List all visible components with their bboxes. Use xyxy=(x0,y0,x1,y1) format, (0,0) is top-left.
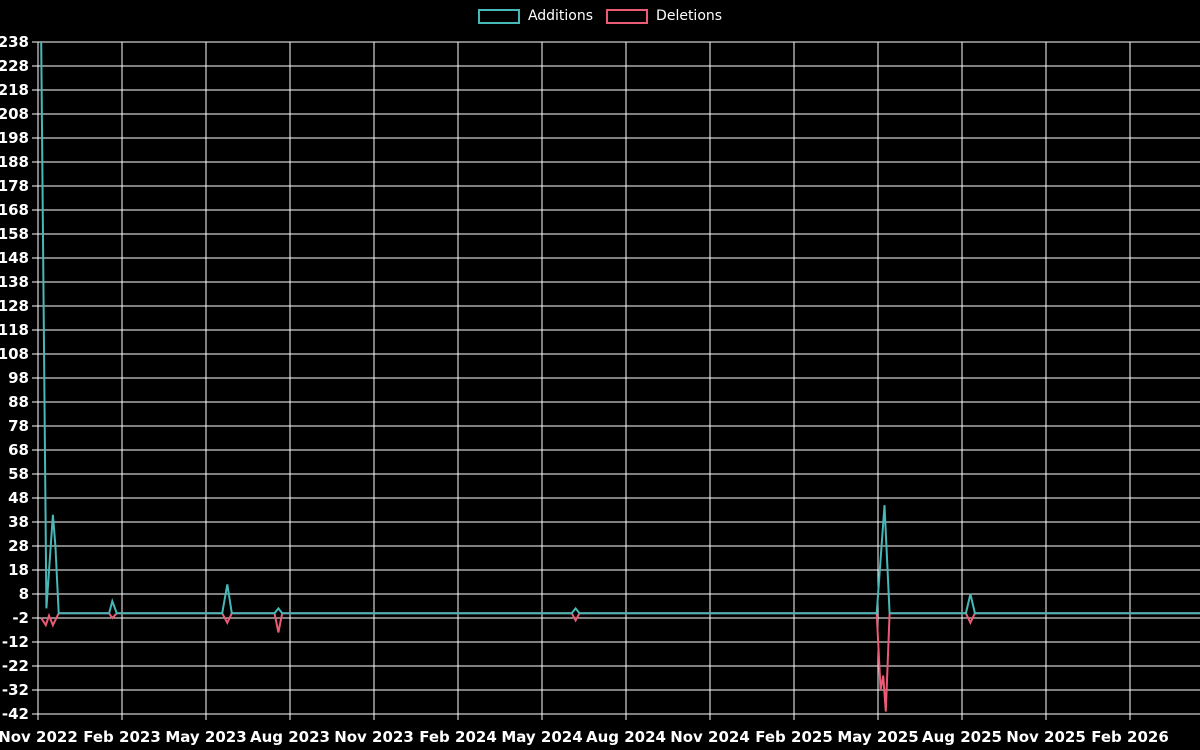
x-axis-tick-label: Aug 2025 xyxy=(922,728,1002,746)
y-axis-tick-label: 198 xyxy=(0,129,29,147)
y-axis-tick-label: 188 xyxy=(0,153,29,171)
x-axis-tick-label: May 2023 xyxy=(165,728,246,746)
x-axis-tick-label: Nov 2025 xyxy=(1006,728,1086,746)
y-axis-tick-label: 98 xyxy=(8,369,29,387)
legend-label-deletions: Deletions xyxy=(656,8,723,24)
legend-item-deletions: Deletions xyxy=(606,7,722,25)
y-axis-tick-label: -12 xyxy=(2,633,29,651)
x-axis-tick-label: Aug 2024 xyxy=(586,728,666,746)
y-axis-tick-label: 118 xyxy=(0,321,29,339)
y-axis-tick-label: -32 xyxy=(2,681,29,699)
y-axis-tick-label: 238 xyxy=(0,33,29,51)
deletions-swatch-icon xyxy=(606,8,649,24)
y-axis-tick-label: 68 xyxy=(8,441,29,459)
x-axis-tick-label: Nov 2023 xyxy=(334,728,414,746)
y-axis-tick-label: 228 xyxy=(0,57,29,75)
series-line-deletions xyxy=(40,612,1200,712)
legend-label-additions: Additions xyxy=(527,8,594,24)
x-axis-tick-label: Feb 2025 xyxy=(755,728,833,746)
x-axis-tick-label: Feb 2026 xyxy=(1091,728,1169,746)
y-axis-tick-label: 178 xyxy=(0,177,29,195)
y-axis-tick-label: 38 xyxy=(8,513,29,531)
x-axis-tick-label: May 2024 xyxy=(501,728,582,746)
y-axis-tick-label: 208 xyxy=(0,105,29,123)
y-axis-tick-label: 218 xyxy=(0,81,29,99)
legend-item-additions: Additions xyxy=(477,7,594,25)
y-axis-tick-label: 28 xyxy=(8,537,29,555)
y-axis-tick-label: 48 xyxy=(8,489,29,507)
x-axis-tick-label: Nov 2022 xyxy=(0,728,78,746)
y-axis-tick-label: -22 xyxy=(2,657,29,675)
y-axis-tick-label: 168 xyxy=(0,201,29,219)
y-axis-tick-label: 18 xyxy=(8,561,29,579)
y-axis-tick-label: 108 xyxy=(0,345,29,363)
chart-legend: Additions Deletions xyxy=(0,7,1200,25)
additions-swatch-icon xyxy=(477,8,520,24)
x-axis-tick-label: Feb 2023 xyxy=(83,728,161,746)
y-axis-tick-label: 78 xyxy=(8,417,29,435)
y-axis-tick-label: 138 xyxy=(0,273,29,291)
x-axis-tick-label: Nov 2024 xyxy=(670,728,750,746)
y-axis-tick-label: 8 xyxy=(19,585,29,603)
series-line-additions xyxy=(40,41,1200,615)
y-axis-tick-label: 88 xyxy=(8,393,29,411)
x-axis-tick-label: May 2025 xyxy=(837,728,918,746)
y-axis-tick-label: -42 xyxy=(2,705,29,723)
y-axis-tick-label: 148 xyxy=(0,249,29,267)
y-axis-tick-label: 158 xyxy=(0,225,29,243)
y-axis-tick-label: 128 xyxy=(0,297,29,315)
y-axis-tick-label: 58 xyxy=(8,465,29,483)
x-axis-tick-label: Aug 2023 xyxy=(250,728,330,746)
x-axis-tick-label: Feb 2024 xyxy=(419,728,497,746)
y-axis-tick-label: -2 xyxy=(12,609,29,627)
